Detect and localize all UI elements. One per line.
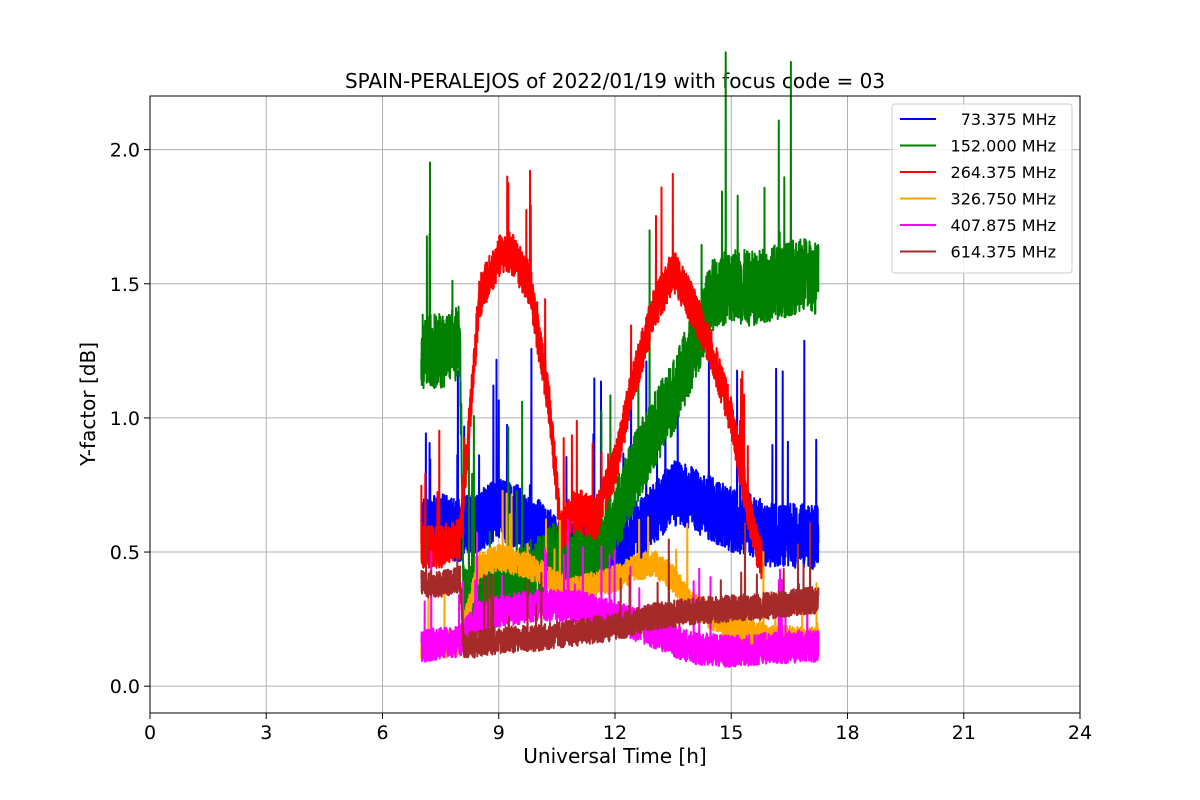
legend-label: 264.375 MHz bbox=[951, 163, 1056, 182]
series-layer bbox=[420, 51, 820, 668]
y-tick-label: 0.0 bbox=[110, 676, 140, 698]
y-tick-label: 0.5 bbox=[110, 542, 140, 564]
legend: 73.375 MHz 152.000 MHz 264.375 MHz 326.750 … bbox=[891, 103, 1073, 274]
x-axis-label: Universal Time [h] bbox=[523, 744, 706, 768]
y-axis-label: Y-factor [dB] bbox=[76, 342, 100, 467]
x-tick-label: 24 bbox=[1068, 722, 1092, 744]
x-tick-label: 15 bbox=[719, 722, 743, 744]
x-tick-label: 0 bbox=[144, 722, 156, 744]
legend-box bbox=[891, 103, 1073, 274]
ticks: 0 3 6 9 12 15 18 21 24 0.0 0.5 1.0 1.5 2.0 bbox=[110, 140, 1092, 744]
x-tick-label: 21 bbox=[952, 722, 976, 744]
legend-label: 73.375 MHz bbox=[961, 110, 1056, 129]
x-tick-label: 18 bbox=[835, 722, 859, 744]
legend-label: 152.000 MHz bbox=[951, 137, 1056, 156]
chart-title: SPAIN-PERALEJOS of 2022/01/19 with focus… bbox=[345, 69, 885, 93]
y-tick-label: 1.0 bbox=[110, 408, 140, 430]
x-tick-label: 3 bbox=[260, 722, 272, 744]
x-tick-label: 9 bbox=[493, 722, 505, 744]
y-tick-label: 1.5 bbox=[110, 274, 140, 296]
series-line bbox=[420, 522, 820, 659]
x-tick-label: 6 bbox=[376, 722, 388, 744]
legend-label: 407.875 MHz bbox=[951, 216, 1056, 235]
legend-label: 326.750 MHz bbox=[951, 190, 1056, 209]
x-tick-label: 12 bbox=[603, 722, 627, 744]
y-tick-label: 2.0 bbox=[110, 140, 140, 162]
legend-label: 614.375 MHz bbox=[951, 243, 1056, 262]
series-line bbox=[420, 169, 764, 580]
